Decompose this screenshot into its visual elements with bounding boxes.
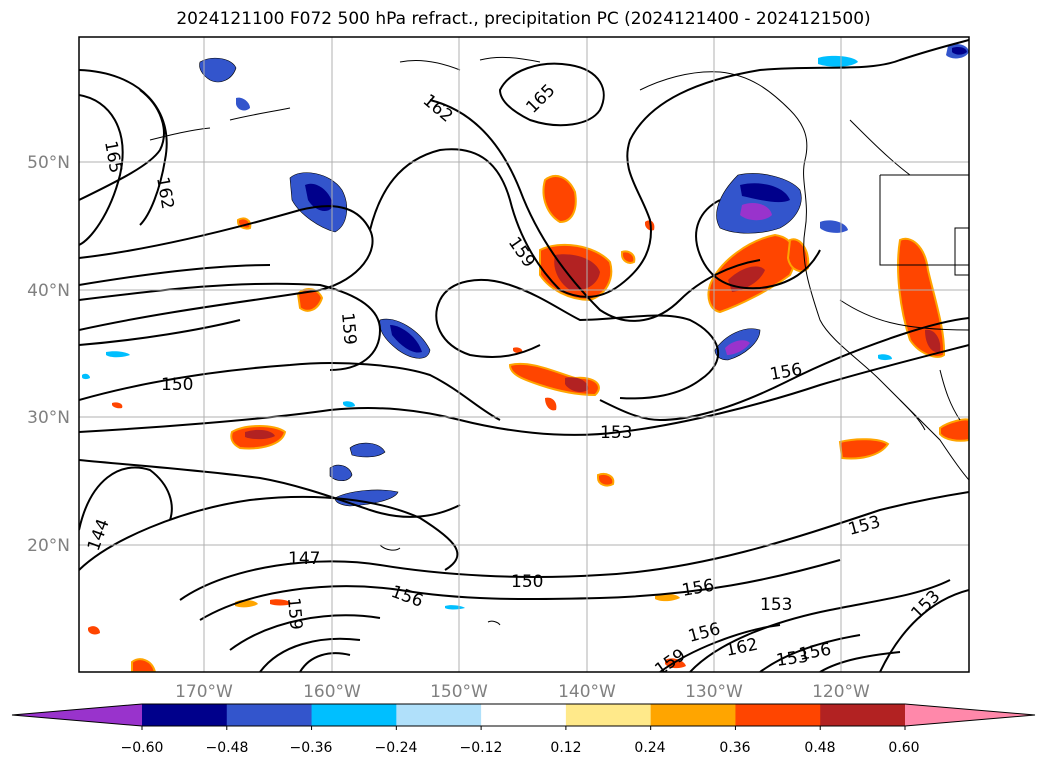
contour-label: 159 <box>337 312 360 346</box>
colorbar-tick-label: 0.48 <box>804 740 835 756</box>
contour-label: 147 <box>288 549 320 569</box>
lon-label: 140°W <box>558 682 616 702</box>
coastlines <box>149 56 969 626</box>
lon-label: 160°W <box>303 682 361 702</box>
colorbar: −0.60 −0.48 −0.36 −0.24 −0.12 0.12 0.24 … <box>11 703 1036 756</box>
contour-label: 159 <box>283 597 306 631</box>
colorbar-segment <box>820 704 906 726</box>
contour-label: 150 <box>161 375 193 395</box>
contour-label: 150 <box>511 572 543 592</box>
contour-label: 153 <box>775 647 810 671</box>
colorbar-extend-max <box>905 704 1035 726</box>
map-title: 2024121100 F072 500 hPa refract., precip… <box>176 9 871 29</box>
colorbar-segments <box>11 703 1036 727</box>
colorbar-tick-label: 0.12 <box>550 740 581 756</box>
colorbar-tick-label: −0.36 <box>290 740 333 756</box>
longitude-labels: 170°W 160°W 150°W 140°W 130°W 120°W <box>175 682 870 702</box>
map-frame <box>78 36 970 673</box>
colorbar-tick-label: −0.48 <box>206 740 249 756</box>
colorbar-segment <box>396 704 482 726</box>
colorbar-ticks: −0.60 −0.48 −0.36 −0.24 −0.12 0.12 0.24 … <box>121 726 920 756</box>
contour-label: 153 <box>760 595 792 615</box>
lat-label: 50°N <box>27 153 70 173</box>
colorbar-segment <box>481 704 567 726</box>
colorbar-segment <box>226 704 313 726</box>
contour-label: 153 <box>600 423 632 443</box>
colorbar-tick-label: −0.24 <box>375 740 418 756</box>
colorbar-tick-label: −0.12 <box>460 740 503 756</box>
lat-label: 20°N <box>27 536 70 556</box>
colorbar-tick-label: 0.24 <box>634 740 665 756</box>
lat-label: 40°N <box>27 281 70 301</box>
colorbar-tick-label: −0.60 <box>121 740 164 756</box>
colorbar-segment <box>142 704 228 726</box>
colorbar-tick-label: 0.36 <box>719 740 750 756</box>
precip-positive-areas <box>88 175 969 672</box>
colorbar-segment <box>565 704 652 726</box>
colorbar-segment <box>311 704 397 726</box>
lon-label: 130°W <box>685 682 743 702</box>
lat-label: 30°N <box>27 408 70 428</box>
colorbar-tick-label: 0.60 <box>888 740 919 756</box>
colorbar-segment <box>735 704 821 726</box>
latitude-labels: 50°N 40°N 30°N 20°N <box>27 153 70 556</box>
colorbar-segment <box>650 704 736 726</box>
lon-label: 120°W <box>812 682 870 702</box>
lon-label: 150°W <box>430 682 488 702</box>
precip-negative-areas <box>82 44 969 610</box>
colorbar-extend-min <box>12 704 142 726</box>
lon-label: 170°W <box>175 682 233 702</box>
graticule <box>79 37 969 672</box>
